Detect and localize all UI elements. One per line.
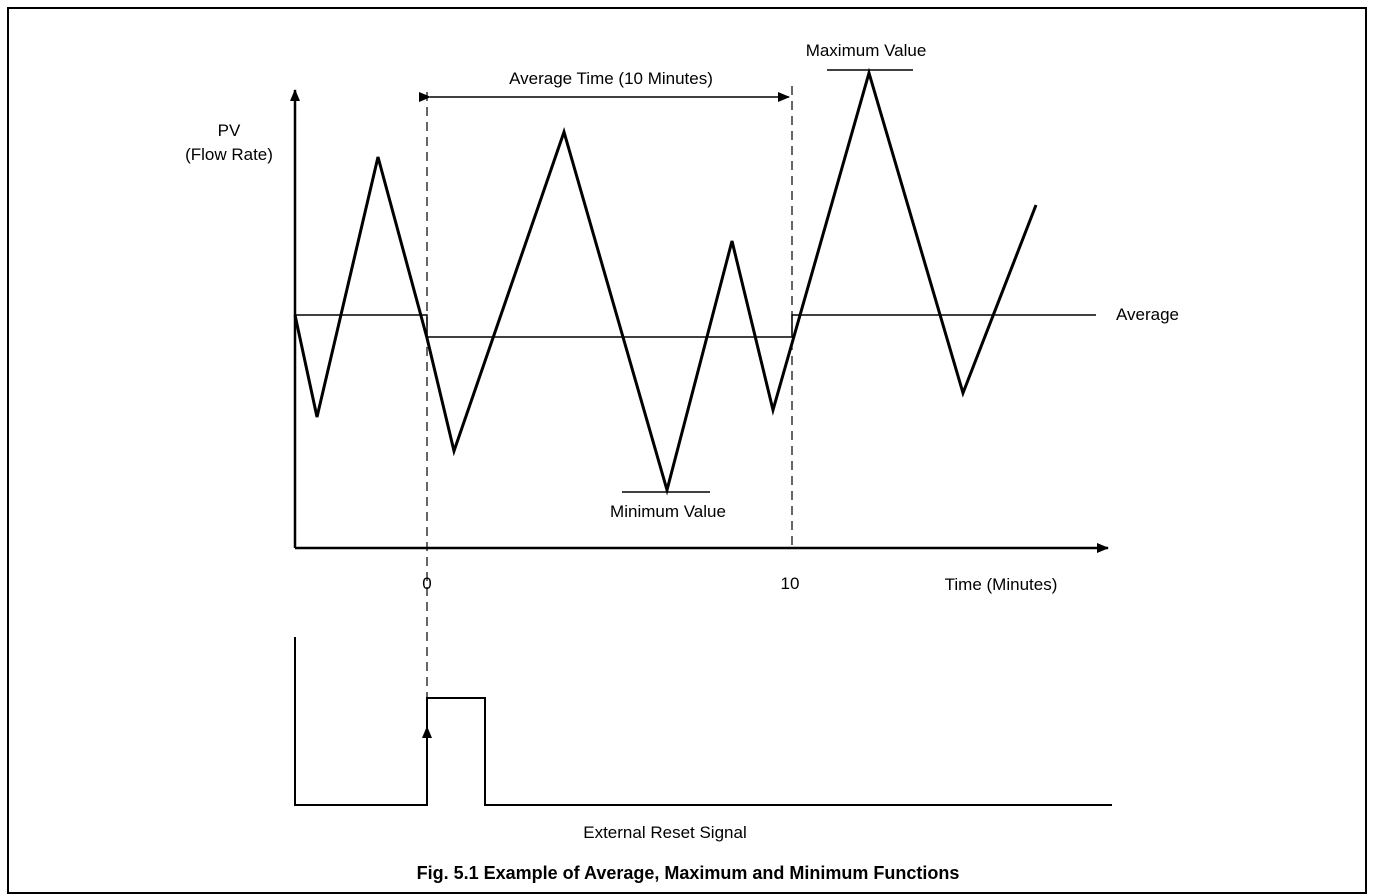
- y-axis-label-line2: (Flow Rate): [185, 145, 273, 164]
- figure-caption: Fig. 5.1 Example of Average, Maximum and…: [417, 863, 960, 883]
- average-line: [295, 314, 1096, 338]
- reset-signal-waveform: [294, 637, 1112, 806]
- average-label: Average: [1116, 305, 1179, 324]
- average-time-label: Average Time (10 Minutes): [509, 69, 713, 88]
- minimum-value-label: Minimum Value: [610, 502, 726, 521]
- y-axis-label-line1: PV: [218, 121, 241, 140]
- tick-label-ten: 10: [781, 574, 800, 593]
- tick-label-zero: 0: [422, 574, 431, 593]
- maximum-value-label: Maximum Value: [806, 41, 927, 60]
- x-axis-label: Time (Minutes): [945, 575, 1058, 594]
- pv-waveform: [293, 67, 1038, 496]
- reset-signal-label: External Reset Signal: [583, 823, 746, 842]
- figure-frame: [7, 7, 1367, 894]
